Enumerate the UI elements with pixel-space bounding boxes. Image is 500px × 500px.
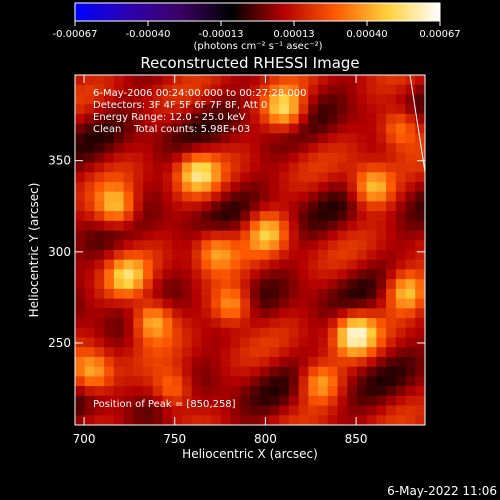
y-axis-label: Heliocentric Y (arcsec) <box>27 183 41 318</box>
colorbar-tick-label: -0.00067 <box>53 29 98 40</box>
annotations: 6-May-2006 00:24:00.000 to 00:27:28.000 … <box>93 88 306 410</box>
colorbar-unit-label: (photons cm⁻² s⁻¹ asec⁻²) <box>193 41 322 52</box>
image-title: Reconstructed RHESSI Image <box>140 54 359 72</box>
heatmap <box>75 75 425 425</box>
colorbar-tick-label: -0.00013 <box>199 29 244 40</box>
colorbar-tick-label: 0.00067 <box>419 29 460 40</box>
colorbar-gradient <box>74 2 441 22</box>
footer-timestamp: 6-May-2022 11:06 <box>387 484 497 498</box>
colorbar-ticks: -0.00067 -0.00040 -0.00013 0.00013 0.00040 0.… <box>53 21 461 40</box>
time-range-text: 6-May-2006 00:24:00.000 to 00:27:28.000 <box>93 88 306 99</box>
plot-frame <box>74 74 426 426</box>
colorbar-tick-label: 0.00013 <box>273 29 314 40</box>
heatmap-cells <box>75 75 425 425</box>
algorithm-counts-text: Clean Total counts: 5.98E+03 <box>93 124 250 135</box>
y-axis: 250 300 350 <box>48 154 425 350</box>
x-axis-label: Heliocentric X (arcsec) <box>182 447 318 461</box>
x-tick-label: 800 <box>254 432 277 446</box>
colorbar-tick-label: -0.00040 <box>126 29 171 40</box>
detectors-text: Detectors: 3F 4F 5F 6F 7F 8F, Att 0 <box>93 100 267 111</box>
x-axis: 700 750 800 850 <box>73 75 368 446</box>
colorbar-tick-label: 0.00040 <box>346 29 387 40</box>
y-tick-label: 350 <box>48 154 71 168</box>
x-tick-label: 850 <box>345 432 368 446</box>
y-tick-label: 250 <box>48 336 71 350</box>
x-tick-label: 700 <box>73 432 96 446</box>
peak-position-text: Position of Peak = [850,258] <box>93 399 236 410</box>
y-tick-label: 300 <box>48 245 71 259</box>
x-tick-label: 750 <box>163 432 186 446</box>
limb-line <box>409 75 425 173</box>
colorbar: -0.00067 -0.00040 -0.00013 0.00013 0.00040 0.… <box>53 2 461 52</box>
energy-range-text: Energy Range: 12.0 - 25.0 keV <box>93 112 246 123</box>
